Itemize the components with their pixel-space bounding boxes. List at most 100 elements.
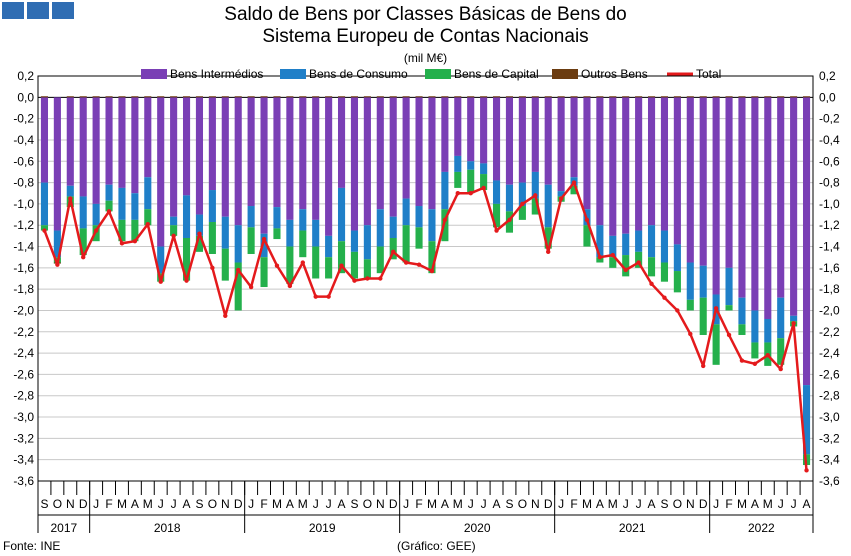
total-point (649, 281, 654, 287)
bar-consumo (131, 193, 139, 220)
bar-consumo (686, 262, 694, 300)
bar-capital (583, 225, 591, 247)
bar-capital (428, 241, 436, 274)
x-tick-label: S (40, 497, 48, 511)
total-point (236, 267, 241, 273)
bar-intermedios (505, 97, 514, 185)
bar-intermedios (480, 97, 488, 164)
bar-consumo (596, 225, 604, 258)
bar-outros (518, 96, 526, 98)
year-label: 2021 (619, 521, 646, 535)
x-tick-label: F (570, 497, 577, 511)
bar-outros (802, 96, 811, 98)
x-tick-label: M (272, 497, 282, 511)
bar-consumo (376, 209, 384, 247)
total-point (352, 278, 357, 283)
bar-intermedios (286, 97, 294, 220)
bar-outros (247, 96, 255, 98)
y-tick-label-left: -2,6 (13, 367, 34, 381)
x-tick-label: N (686, 497, 695, 511)
bar-intermedios (144, 97, 152, 178)
bar-consumo (66, 185, 74, 197)
chart-title-line2: Sistema Europeu de Contas Nacionais (262, 26, 589, 47)
bar-capital (221, 248, 229, 281)
x-tick-label: J (468, 497, 474, 511)
bar-capital (325, 257, 333, 279)
bar-intermedios (441, 97, 449, 172)
chart-credit: (Gráfico: GEE) (397, 539, 476, 553)
y-tick-label-left: -2,8 (13, 389, 34, 403)
x-tick-label: A (803, 497, 811, 511)
total-point (313, 294, 318, 299)
bar-intermedios (738, 97, 746, 298)
bar-intermedios (544, 97, 552, 185)
year-label: 2018 (154, 521, 181, 535)
bar-intermedios (157, 97, 165, 247)
year-label: 2017 (50, 521, 77, 535)
x-tick-label: N (531, 497, 540, 511)
y-tick-label-left: -1,6 (13, 261, 34, 275)
legend-swatch-outros (552, 69, 578, 79)
x-tick-label: O (518, 497, 527, 511)
year-label: 2019 (309, 521, 336, 535)
total-point (675, 308, 680, 313)
legend-label-capital: Bens de Capital (454, 67, 539, 81)
bar-capital (531, 198, 539, 215)
bar-intermedios (208, 97, 216, 191)
bar-capital (79, 228, 87, 256)
y-tick-label-right: -3,0 (819, 410, 840, 424)
bar-intermedios (790, 97, 798, 316)
y-tick-label-left: -2,2 (13, 325, 34, 339)
y-tick-label-left: -0,4 (13, 133, 34, 147)
bar-consumo (480, 163, 488, 175)
bar-intermedios (105, 97, 113, 185)
bar-intermedios (557, 97, 565, 192)
bar-outros (583, 96, 591, 98)
y-tick-label-left: 0,2 (17, 69, 34, 83)
bar-outros (234, 96, 242, 98)
x-tick-label: N (376, 497, 385, 511)
bar-intermedios (518, 97, 526, 183)
bar-consumo (170, 216, 178, 226)
x-tick-label: J (778, 497, 784, 511)
x-tick-label: D (699, 497, 708, 511)
bar-capital (144, 209, 152, 226)
bar-outros (428, 96, 436, 98)
y-tick-label-right: -0,8 (819, 176, 840, 190)
bar-capital (260, 257, 268, 288)
legend-label-consumo: Bens de Consumo (309, 67, 408, 81)
bar-capital (622, 255, 630, 277)
y-tick-label-left: -3,0 (13, 410, 34, 424)
bar-consumo (725, 267, 733, 306)
bar-intermedios (596, 97, 604, 226)
bar-intermedios (66, 97, 74, 186)
bar-intermedios (751, 97, 759, 311)
total-point (804, 468, 809, 473)
y-tick-label-right: -0,4 (819, 133, 840, 147)
bar-consumo (157, 246, 165, 274)
bar-capital (609, 257, 617, 268)
legend-swatch-intermedios (141, 69, 167, 79)
x-tick-label: S (660, 497, 668, 511)
bar-intermedios (376, 97, 384, 210)
bar-consumo (660, 230, 669, 263)
total-point (662, 295, 667, 300)
bar-outros (505, 96, 514, 98)
total-point (42, 228, 47, 233)
y-tick-label-right: -2,8 (819, 389, 840, 403)
bar-outros (738, 96, 746, 98)
total-point (403, 260, 409, 265)
y-tick-label-right: -1,2 (819, 218, 840, 232)
bar-intermedios (402, 97, 410, 199)
x-tick-label: O (53, 497, 62, 511)
bar-capital (312, 246, 320, 279)
source-note: Fonte: INE (3, 539, 61, 553)
bar-consumo (673, 244, 681, 272)
bar-capital (247, 227, 255, 254)
bar-intermedios (660, 97, 669, 231)
total-point (261, 236, 267, 242)
bar-outros (673, 96, 681, 98)
bar-consumo (635, 230, 643, 252)
bar-intermedios (312, 97, 320, 220)
total-point (55, 262, 60, 267)
